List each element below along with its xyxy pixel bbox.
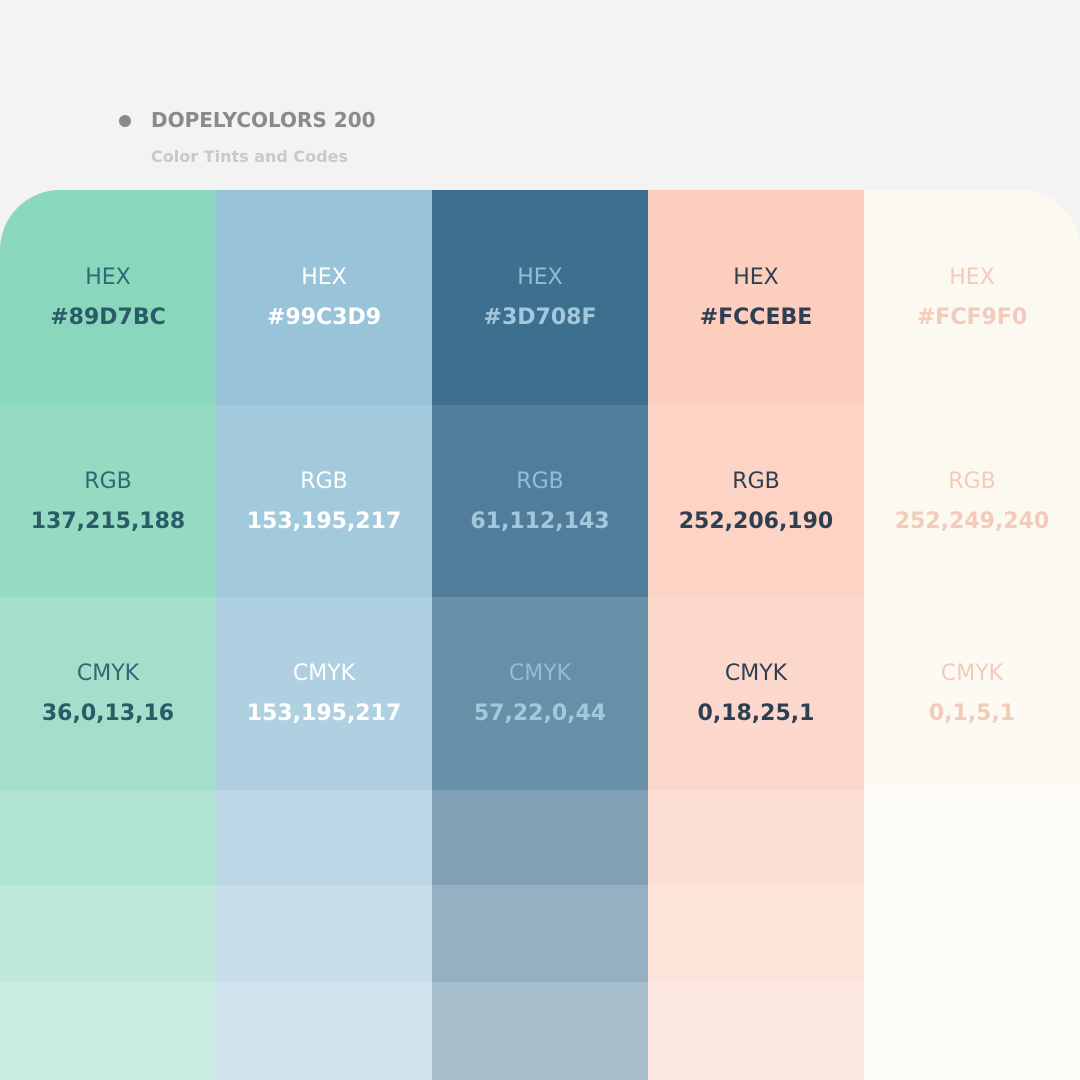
code-label: RGB [948,469,996,494]
code-label: CMYK [292,661,356,686]
code-value: #3D708F [483,305,597,330]
tint-row [0,405,216,597]
code-value: 153,195,217 [246,701,402,726]
tint-row [432,405,648,597]
code-label: RGB [516,469,564,494]
subtitle: Color Tints and Codes [151,147,348,166]
code-value: 252,249,240 [894,509,1050,534]
tint-row [0,885,216,982]
tint-row [216,790,432,885]
tint-row [864,790,1080,885]
tint-row [432,982,648,1080]
code-value: 252,206,190 [678,509,834,534]
tint-row [216,597,432,790]
tint-row [0,597,216,790]
tint-row [864,885,1080,982]
code-label: RGB [84,469,132,494]
code-label: CMYK [940,661,1004,686]
code-value: 57,22,0,44 [473,701,607,726]
tint-row [216,405,432,597]
tint-row [648,790,864,885]
code-label: RGB [300,469,348,494]
code-value: #FCCEBE [699,305,813,330]
code-value: #89D7BC [50,305,166,330]
code-value: 153,195,217 [246,509,402,534]
tint-row [864,405,1080,597]
tint-row [864,982,1080,1080]
code-label: HEX [301,265,347,290]
code-value: 0,1,5,1 [928,701,1016,726]
tint-row [432,790,648,885]
code-label: CMYK [76,661,140,686]
code-label: HEX [733,265,779,290]
title: DOPELYCOLORS 200 [151,108,376,132]
color-column: HEX #FCCEBE RGB 252,206,190 CMYK 0,18,25,1 [648,190,864,1080]
tint-row [648,885,864,982]
code-label: CMYK [724,661,788,686]
tint-row [648,982,864,1080]
tint-row [216,982,432,1080]
bullet [119,115,131,127]
color-column: HEX #89D7BC RGB 137,215,188 CMYK 36,0,13,16 [0,190,216,1080]
tint-row [864,597,1080,790]
code-value: 0,18,25,1 [697,701,815,726]
code-label: HEX [949,265,995,290]
code-value: #99C3D9 [266,305,382,330]
color-column: HEX #3D708F RGB 61,112,143 CMYK 57,22,0,44 [432,190,648,1080]
code-value: 137,215,188 [30,509,186,534]
tint-row [648,597,864,790]
code-label: RGB [732,469,780,494]
color-column: HEX #FCF9F0 RGB 252,249,240 CMYK 0,1,5,1 [864,190,1080,1080]
code-label: HEX [517,265,563,290]
code-label: HEX [85,265,131,290]
tint-row [648,405,864,597]
code-value: 61,112,143 [470,509,610,534]
tint-row [216,885,432,982]
code-label: CMYK [508,661,572,686]
tint-row [432,885,648,982]
code-value: #FCF9F0 [916,305,1028,330]
tint-row [0,982,216,1080]
tint-row [432,597,648,790]
color-column: HEX #99C3D9 RGB 153,195,217 CMYK 153,195,217 [216,190,432,1080]
code-value: 36,0,13,16 [41,701,175,726]
tint-row [0,790,216,885]
palette: HEX #89D7BC RGB 137,215,188 CMYK 36,0,13,16 HE… [0,190,1080,1080]
